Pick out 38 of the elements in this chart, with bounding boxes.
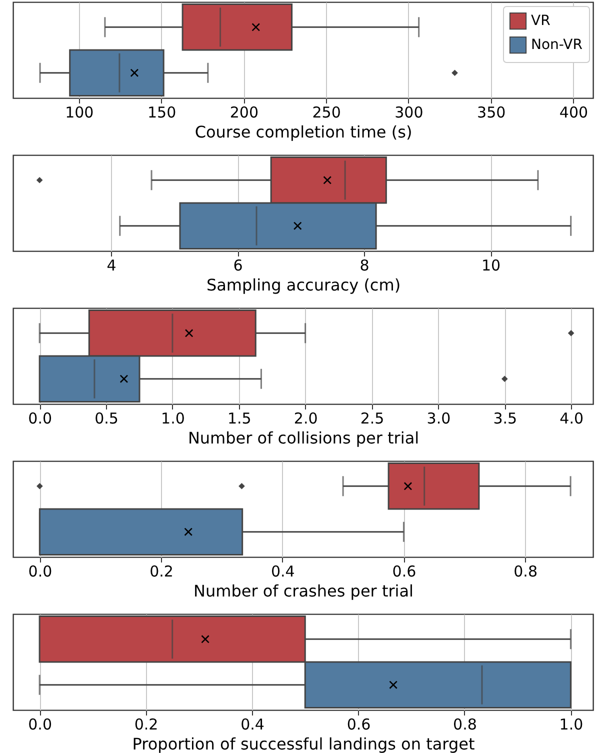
x-tick-label: 1.0 (559, 716, 584, 734)
x-axis-title: Proportion of successful landings on target (132, 734, 475, 753)
x-axis-title: Course completion time (s) (194, 122, 412, 142)
x-tick-label: 350 (477, 104, 506, 122)
x-tick-label: 1.5 (227, 410, 252, 428)
x-axis-title: Sampling accuracy (cm) (206, 276, 401, 294)
x-tick-label: 4.0 (560, 410, 584, 428)
x-tick-label: 0.8 (514, 562, 538, 580)
x-tick-label: 1.0 (161, 410, 185, 428)
x-tick-label: 10 (481, 256, 501, 274)
x-tick-label: 0.4 (270, 562, 295, 580)
x-tick-label: 0.2 (150, 562, 174, 580)
x-tick-label: 8 (360, 256, 370, 274)
legend-label: Non-VR (531, 37, 583, 53)
x-tick-label: 0.8 (453, 716, 477, 734)
x-tick-label: 4 (106, 256, 116, 274)
x-tick-label: 200 (230, 104, 258, 122)
legend-label: VR (531, 13, 551, 29)
x-tick-label: 150 (147, 104, 176, 122)
x-tick-label: 0.0 (28, 716, 52, 734)
x-axis-title: Number of collisions per trial (188, 428, 420, 448)
x-tick-label: 0.0 (28, 410, 52, 428)
x-tick-label: 2.5 (360, 410, 384, 428)
x-tick-label: 300 (394, 104, 424, 122)
x-tick-label: 400 (559, 104, 588, 122)
x-tick-label: 0.2 (134, 716, 158, 734)
x-tick-label: 0.5 (94, 410, 118, 428)
x-axis-title: Number of crashes per trial (194, 582, 414, 600)
x-tick-label: 250 (312, 104, 341, 122)
x-tick-label: 0.4 (240, 716, 264, 734)
x-tick-label: 6 (233, 256, 243, 274)
x-tick-label: 3.0 (426, 410, 451, 428)
x-tick-label: 0.6 (392, 562, 416, 580)
x-tick-label: 3.5 (493, 410, 518, 428)
x-tick-label: 100 (65, 104, 94, 122)
x-tick-label: 0.6 (346, 716, 371, 734)
x-tick-label: 0.0 (28, 562, 52, 580)
x-tick-label: 2.0 (294, 410, 318, 428)
